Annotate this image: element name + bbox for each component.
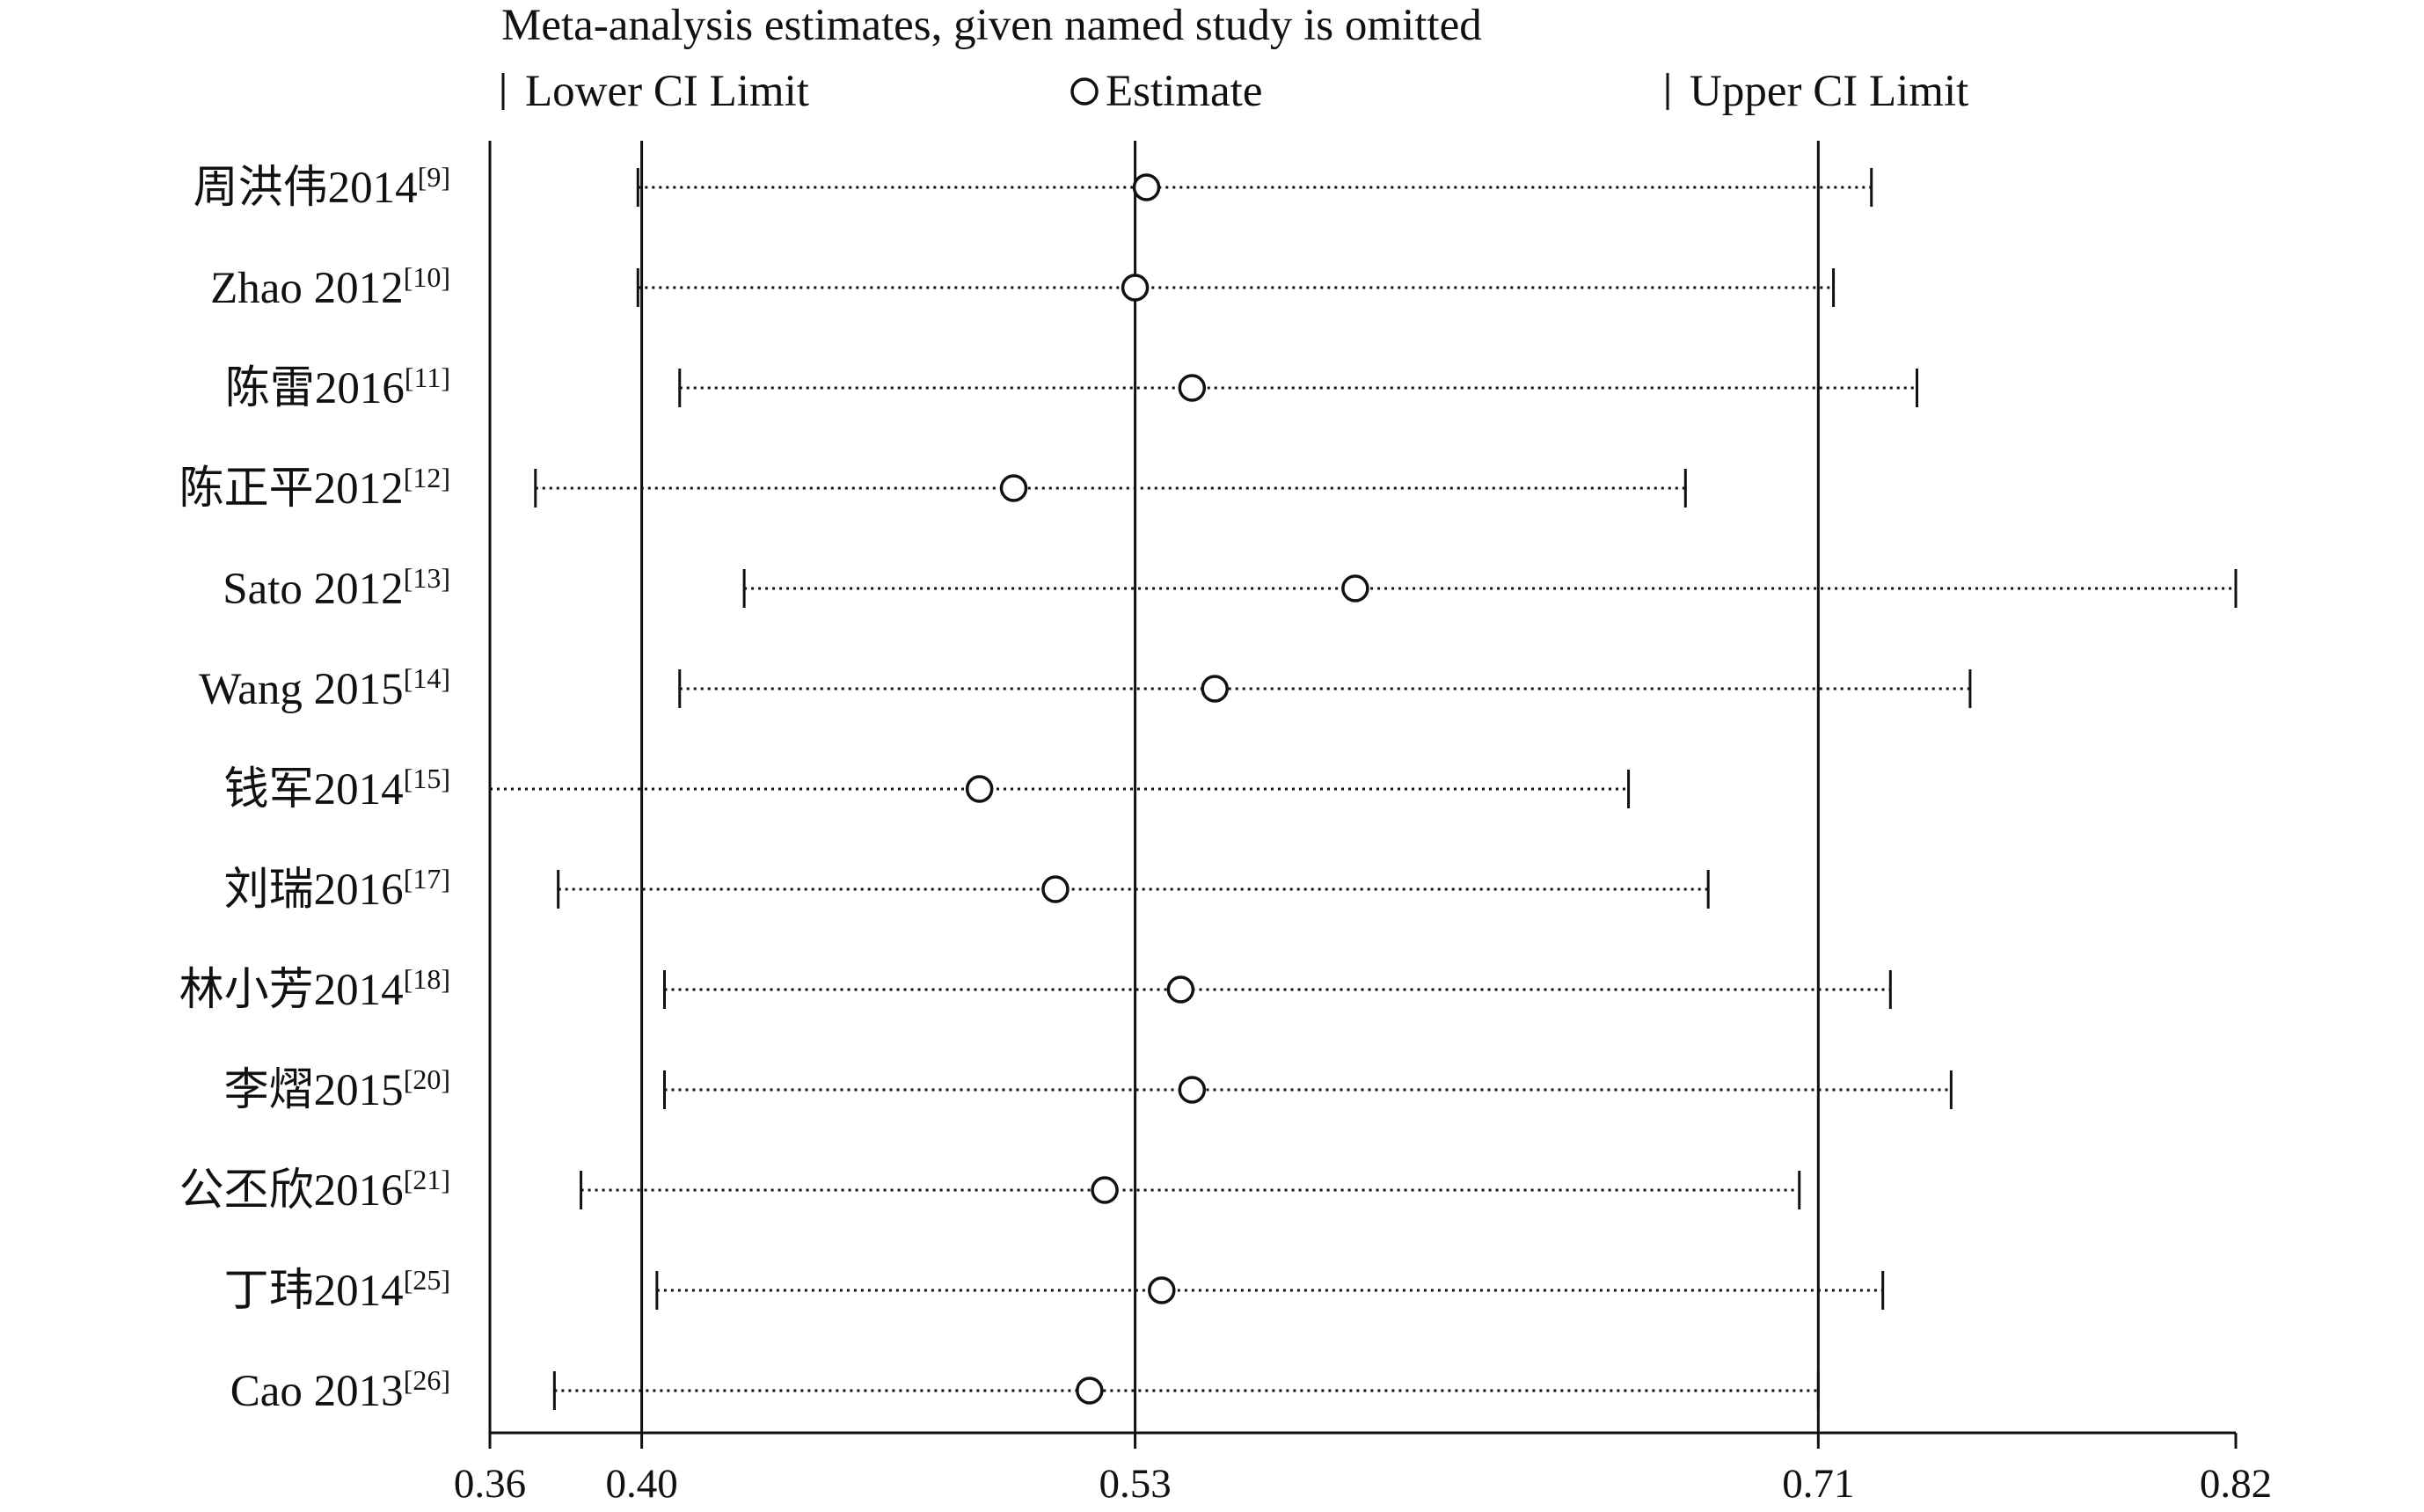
estimate-marker xyxy=(1166,975,1195,1004)
estimate-marker xyxy=(1178,1076,1207,1104)
study-ref: [14] xyxy=(404,662,450,694)
study-row: 李熠2015[20] xyxy=(224,1063,1953,1115)
study-label: Sato 2012[13] xyxy=(223,562,450,614)
estimate-marker xyxy=(1132,173,1161,201)
study-row: Sato 2012[13] xyxy=(223,562,2238,614)
study-name: 陈正平2012 xyxy=(179,464,404,514)
study-row: 丁玮2014[25] xyxy=(224,1264,1885,1316)
study-row: Zhao 2012[10] xyxy=(210,261,1836,313)
estimate-marker xyxy=(1121,274,1150,302)
x-tick-label: 0.82 xyxy=(2200,1461,2272,1507)
legend-estimate-label: Estimate xyxy=(1106,67,1262,116)
estimate-marker xyxy=(965,775,994,803)
study-ref: [13] xyxy=(404,562,450,594)
study-name: 刘瑞2016 xyxy=(224,866,404,915)
study-row: Cao 2013[26] xyxy=(230,1364,1820,1416)
study-ref: [26] xyxy=(404,1364,450,1396)
study-label: 公丕欣2016[21] xyxy=(179,1164,450,1216)
study-row: 陈雷2016[11] xyxy=(225,362,1919,413)
x-tick-label: 0.71 xyxy=(1782,1461,1854,1507)
study-row: Wang 2015[14] xyxy=(199,662,1972,714)
legend-estimate-symbol xyxy=(1070,77,1099,106)
x-tick-label: 0.40 xyxy=(605,1461,677,1507)
study-name: Sato 2012 xyxy=(223,565,403,614)
x-axis: 0.36 0.40 0.53 0.71 0.82 xyxy=(454,1431,2272,1507)
study-row: 林小芳2014[18] xyxy=(179,963,1892,1015)
estimate-marker xyxy=(1148,1276,1176,1304)
study-name: 林小芳2014 xyxy=(179,966,404,1015)
study-row: 陈正平2012[12] xyxy=(179,462,1687,514)
study-label: 钱军2014[15] xyxy=(224,763,450,814)
study-label: Cao 2013[26] xyxy=(230,1364,450,1416)
x-tick-label: 0.36 xyxy=(454,1461,526,1507)
study-row: 周洪伟2014[9] xyxy=(193,161,1873,213)
study-label: 陈雷2016[11] xyxy=(225,362,450,413)
legend-lower-ci-label: Lower CI Limit xyxy=(525,67,809,116)
study-label: Wang 2015[14] xyxy=(199,662,450,714)
study-rows: 周洪伟2014[9] Zhao 2012[10] 陈雷2016[11] 陈正平2012… xyxy=(179,161,2238,1416)
reference-lines xyxy=(488,141,1820,1433)
study-ref: [18] xyxy=(404,963,450,995)
study-ref: [10] xyxy=(404,261,450,293)
estimate-marker xyxy=(1341,574,1369,603)
estimate-marker xyxy=(1076,1377,1104,1405)
legend: Lower CI Limit Estimate Upper CI Limit xyxy=(501,67,1968,116)
study-name: Wang 2015 xyxy=(199,665,403,714)
study-name: 钱军2014 xyxy=(224,765,404,814)
study-row: 刘瑞2016[17] xyxy=(224,863,1710,915)
study-label: 丁玮2014[25] xyxy=(224,1264,450,1316)
study-label: 刘瑞2016[17] xyxy=(224,863,450,915)
study-ref: [12] xyxy=(404,462,450,493)
study-row: 公丕欣2016[21] xyxy=(179,1164,1801,1216)
estimate-marker xyxy=(999,474,1028,502)
study-name: 丁玮2014 xyxy=(224,1267,404,1316)
study-label: 周洪伟2014[9] xyxy=(193,161,450,213)
estimate-marker xyxy=(1091,1176,1119,1204)
study-name: 陈雷2016 xyxy=(225,364,405,413)
study-ref: [25] xyxy=(404,1264,450,1296)
study-name: Zhao 2012 xyxy=(210,264,404,313)
study-label: Zhao 2012[10] xyxy=(210,261,450,313)
estimate-marker xyxy=(1041,875,1070,903)
estimate-marker xyxy=(1178,374,1207,402)
x-tick-label: 0.53 xyxy=(1099,1461,1171,1507)
study-ref: [17] xyxy=(404,863,450,895)
legend-upper-ci-label: Upper CI Limit xyxy=(1690,67,1968,116)
study-ref: [15] xyxy=(404,763,450,794)
chart-title: Meta-analysis estimates, given named stu… xyxy=(501,1,1482,50)
study-ref: [11] xyxy=(405,362,450,393)
study-row: 钱军2014[15] xyxy=(224,763,1631,814)
study-label: 林小芳2014[18] xyxy=(179,963,450,1015)
study-name: 周洪伟2014 xyxy=(193,164,418,213)
study-label: 陈正平2012[12] xyxy=(179,462,450,514)
study-ref: [9] xyxy=(418,161,450,193)
study-name: Cao 2013 xyxy=(230,1367,404,1416)
study-ref: [20] xyxy=(404,1063,450,1095)
estimate-marker xyxy=(1201,675,1229,703)
study-ref: [21] xyxy=(404,1164,450,1195)
study-label: 李熠2015[20] xyxy=(224,1063,450,1115)
study-name: 公丕欣2016 xyxy=(179,1166,404,1216)
study-name: 李熠2015 xyxy=(224,1066,404,1115)
